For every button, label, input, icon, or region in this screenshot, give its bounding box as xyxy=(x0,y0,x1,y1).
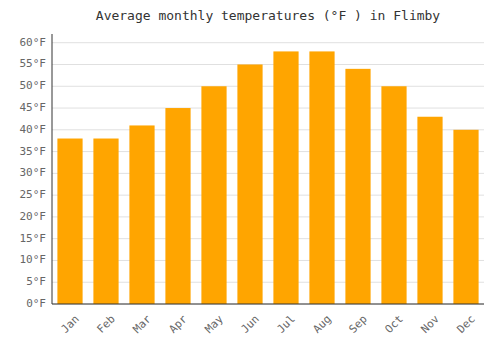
y-tick-label: 15°F xyxy=(20,232,47,245)
y-tick-label: 40°F xyxy=(20,123,47,136)
x-tick-label: Oct xyxy=(383,313,406,336)
y-tick-label: 50°F xyxy=(20,79,47,92)
bar xyxy=(453,130,478,304)
grid-line xyxy=(52,304,484,305)
y-tick-label: 5°F xyxy=(26,275,46,288)
bar xyxy=(165,108,190,304)
y-axis-line xyxy=(52,34,53,304)
y-tick-label: 10°F xyxy=(20,253,47,266)
x-tick-label: May xyxy=(203,312,227,336)
x-axis-labels: Jan Feb Mar Apr May Jun Jul Aug Sep Oct Nov Dec xyxy=(59,312,478,336)
bar xyxy=(273,51,298,304)
y-tick-label: 35°F xyxy=(20,145,47,158)
x-tick-label: Feb xyxy=(95,313,118,336)
bar xyxy=(309,51,334,304)
y-tick-label: 0°F xyxy=(26,297,46,310)
y-axis-labels: 0°F 5°F 10°F 15°F 20°F 25°F 30°F 35°F 40°F 45°F 50… xyxy=(20,36,47,310)
bar xyxy=(93,139,118,304)
x-tick-label: Mar xyxy=(131,312,155,336)
bar xyxy=(57,139,82,304)
x-tick-label: Apr xyxy=(167,312,191,336)
chart-container: Average monthly temperatures (°F ) in Fl… xyxy=(0,0,500,350)
bar xyxy=(201,86,226,304)
x-tick-label: Dec xyxy=(455,313,478,336)
x-tick-label: Jul xyxy=(275,313,298,336)
y-tick-label: 45°F xyxy=(20,101,47,114)
chart: Average monthly temperatures (°F ) in Fl… xyxy=(0,0,500,350)
y-tick-label: 30°F xyxy=(20,166,47,179)
bar xyxy=(345,69,370,304)
bars xyxy=(57,51,478,304)
bar xyxy=(417,117,442,304)
x-tick-label: Jan xyxy=(59,313,82,336)
title: Average monthly temperatures (°F ) in Fl… xyxy=(96,8,441,23)
grid-line xyxy=(52,86,484,87)
bar xyxy=(381,86,406,304)
x-tick-label: Nov xyxy=(419,312,443,336)
grid-line xyxy=(52,42,484,43)
page: {"chart_data": {"type": "bar", "title": … xyxy=(0,0,500,350)
y-tick-label: 25°F xyxy=(20,188,47,201)
x-tick-label: Sep xyxy=(347,313,370,336)
y-tick-label: 20°F xyxy=(20,210,47,223)
x-tick-label: Jun xyxy=(239,313,262,336)
grid xyxy=(52,43,484,304)
grid-line xyxy=(52,108,484,109)
y-tick-label: 55°F xyxy=(20,57,47,70)
grid-line xyxy=(52,64,484,65)
x-tick-label: Aug xyxy=(311,313,334,336)
bar xyxy=(237,64,262,304)
y-tick-label: 60°F xyxy=(20,36,47,49)
x-axis-line xyxy=(52,304,484,305)
bar xyxy=(129,125,154,304)
